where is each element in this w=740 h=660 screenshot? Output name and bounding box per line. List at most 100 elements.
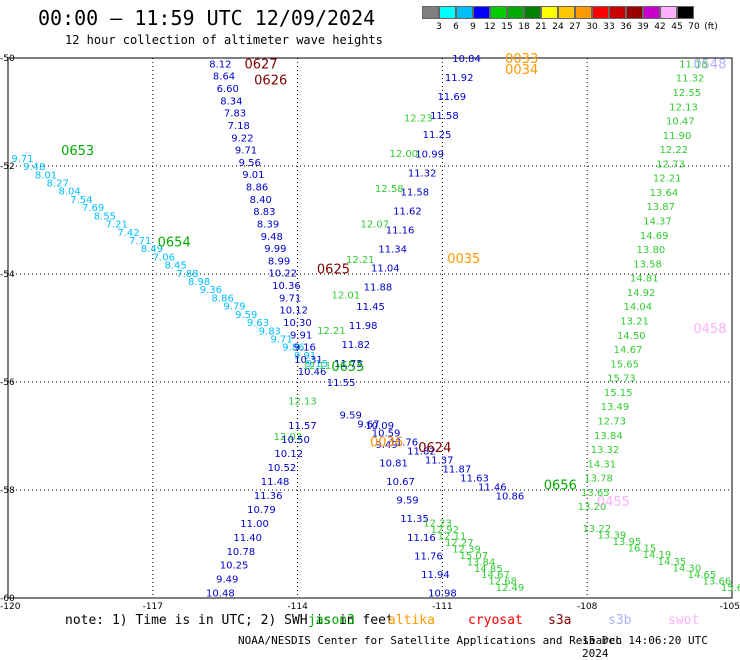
swh-value-label: 11.37: [425, 455, 454, 466]
swh-value-label: 11.45: [356, 302, 385, 313]
swh-value-label: 15.73: [607, 374, 636, 385]
swh-value-label: 6.60: [217, 84, 239, 95]
swh-value-label: 8.55: [94, 211, 116, 222]
swh-value-label: 9.01: [242, 170, 264, 181]
swh-value-label: 9.49: [375, 440, 397, 451]
swh-value-label: 7.83: [224, 109, 246, 120]
swh-value-label: 8.34: [220, 96, 242, 107]
swh-value-label: 11.98: [349, 321, 378, 332]
swh-value-label: 7.88: [176, 269, 198, 280]
lon-tick-label: -117: [143, 602, 163, 610]
lat-tick-label: -52: [0, 162, 15, 172]
legend-swatch: [422, 6, 439, 19]
satellite-label-altika: altika: [388, 613, 435, 628]
swh-value-label: 11.16: [386, 226, 415, 237]
legend-tick: 39: [637, 22, 649, 32]
satellite-label-s3a: s3a: [548, 613, 572, 628]
swh-value-label: 13.80: [637, 245, 666, 256]
swh-value-label: 14.67: [481, 570, 510, 581]
legend-tick: 18: [518, 22, 530, 32]
swh-value-label: 12.23: [423, 518, 452, 529]
swh-value-label: 9.15: [306, 359, 328, 370]
swh-value-label: 12.58: [375, 184, 404, 195]
swh-value-label: 9.49: [216, 575, 238, 586]
legend-tick: 12: [484, 22, 496, 32]
swh-value-label: 12.21: [653, 174, 682, 185]
swh-value-label: 9.71: [270, 334, 292, 345]
swh-value-label: 15.65: [610, 359, 639, 370]
credit-line: NOAA/NESDIS Center for Satellite Applica…: [238, 634, 623, 647]
legend-swatch: [677, 6, 694, 19]
pass-time-label: 0034: [505, 63, 538, 78]
swh-value-label: 9.22: [231, 133, 253, 144]
lon-tick-label: -120: [0, 602, 21, 610]
swh-value-label: 7.18: [228, 121, 250, 132]
swh-value-label: 11.58: [430, 111, 459, 122]
swh-value-label: 7.06: [153, 252, 175, 263]
swh-value-label: 9.59: [340, 410, 362, 421]
swh-value-label: 12.39: [452, 544, 481, 555]
swh-value-label: 10.86: [496, 491, 525, 502]
swh-value-label: 11.32: [408, 168, 437, 179]
swh-value-label: 11.88: [364, 283, 393, 294]
swh-value-label: 11.00: [240, 519, 269, 530]
legend-swatch: [558, 6, 575, 19]
swh-value-label: 12.21: [346, 255, 375, 266]
swh-value-label: 14.67: [614, 345, 643, 356]
pass-time-label: 0653: [61, 144, 94, 159]
swh-value-label: 12.49: [496, 583, 525, 594]
swh-value-label: 7.69: [82, 203, 104, 214]
swh-value-label: 11.82: [407, 446, 436, 457]
swh-value-label: 12.03: [274, 432, 303, 443]
satellite-label-cryosat: cryosat: [468, 613, 523, 628]
lon-tick-label: -108: [577, 602, 598, 610]
swh-value-label: 12.07: [361, 220, 390, 231]
swh-value-label: 13.87: [646, 202, 675, 213]
swh-value-label: 8.98: [188, 277, 210, 288]
legend-tick: 30: [586, 22, 598, 32]
swh-value-label: 13.22: [583, 524, 612, 535]
pass-time-label: 0625: [317, 263, 350, 278]
legend-tick: (ft): [704, 22, 718, 32]
swh-value-label: 14.85: [474, 564, 503, 575]
swh-value-label: 10.12: [279, 306, 308, 317]
swh-value-label: 10.25: [220, 561, 249, 572]
swh-value-label: 9.56: [239, 158, 261, 169]
swh-value-label: 7.71: [129, 236, 151, 247]
swh-value-label: 9.63: [247, 318, 269, 329]
swh-value-label: 8.39: [257, 219, 279, 230]
swh-value-label: 11.32: [676, 74, 705, 85]
swh-value-label: 8.83: [253, 207, 275, 218]
swh-value-label: 11.62: [393, 206, 422, 217]
swh-value-label: 12.68: [488, 577, 517, 588]
chart-subtitle: 12 hour collection of altimeter wave hei…: [65, 33, 383, 47]
swh-value-label: 11.92: [445, 73, 474, 84]
swh-value-label: 7.54: [70, 195, 92, 206]
legend-tick: 15: [501, 22, 513, 32]
legend-tick: 45: [671, 22, 683, 32]
swh-value-label: 11.58: [401, 187, 430, 198]
swh-value-label: 11.25: [423, 130, 452, 141]
pass-time-label: 0548: [693, 57, 726, 72]
legend-swatch: [592, 6, 609, 19]
pass-time-label: 0035: [447, 252, 480, 267]
legend-swatch: [524, 6, 541, 19]
swh-value-label: 9.67: [357, 419, 379, 430]
swh-value-label: 13.32: [591, 445, 620, 456]
swh-value-label: 13.78: [584, 474, 613, 485]
swh-value-label: 11.18: [679, 59, 708, 70]
swh-value-label: 9.71: [11, 154, 33, 165]
swh-value-label: 7.42: [117, 228, 139, 239]
swh-value-label: 15.6: [721, 583, 740, 594]
swh-value-label: 10.31: [294, 355, 323, 366]
swh-value-label: 14.92: [627, 288, 656, 299]
pass-time-label: 0654: [158, 236, 191, 251]
pass-time-label: 0036: [370, 435, 403, 450]
swh-value-label: 14.65: [688, 570, 717, 581]
footer-note: note: 1) Time is in UTC; 2) SWH is in fe…: [65, 613, 394, 628]
pass-time-label: 0627: [245, 57, 278, 72]
swh-value-label: 9.86: [282, 343, 304, 354]
swh-value-label: 8.86: [212, 293, 234, 304]
swh-value-label: 10.09: [365, 421, 394, 432]
swh-value-label: 12.23: [404, 113, 433, 124]
